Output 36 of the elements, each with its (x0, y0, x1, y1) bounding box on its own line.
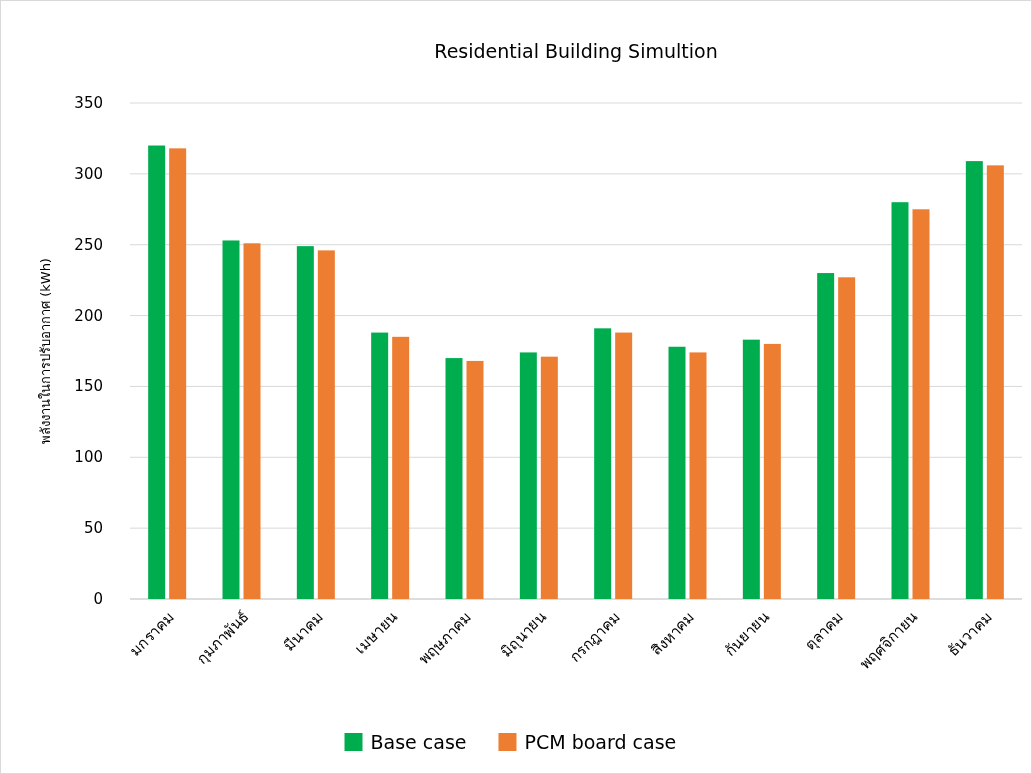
y-tick-label: 300 (74, 164, 103, 183)
bar (519, 352, 537, 599)
bar (594, 328, 612, 599)
bar (668, 346, 686, 599)
bar (838, 277, 856, 599)
bar (296, 246, 314, 599)
bar (891, 202, 909, 599)
y-tick-label: 100 (74, 448, 103, 467)
y-tick-label: 350 (74, 94, 103, 112)
y-tick-label: 0 (93, 590, 103, 608)
bar (912, 209, 930, 599)
bar (466, 360, 484, 599)
bar (965, 161, 983, 599)
bar (222, 240, 240, 599)
y-tick-label: 200 (74, 306, 103, 325)
bar (689, 352, 707, 599)
bar (392, 336, 410, 599)
y-tick-label: 250 (74, 235, 103, 254)
bar (148, 145, 166, 599)
bar (986, 165, 1004, 599)
bar (763, 343, 781, 599)
bar (615, 332, 633, 599)
bar (817, 273, 835, 599)
legend-label: Base case (370, 731, 467, 753)
bar (371, 332, 389, 599)
bar (317, 250, 335, 599)
y-axis-title: พลังงานในการปรับอากาศ (kWh) (38, 258, 53, 444)
legend-label: PCM board case (524, 731, 677, 753)
y-tick-label: 150 (74, 377, 103, 396)
bar (243, 243, 261, 599)
bar (742, 339, 760, 599)
bar (540, 356, 558, 599)
bar (445, 358, 463, 599)
y-tick-label: 50 (83, 519, 103, 538)
chart-title: Residential Building Simultion (434, 40, 718, 62)
bar (169, 148, 187, 599)
